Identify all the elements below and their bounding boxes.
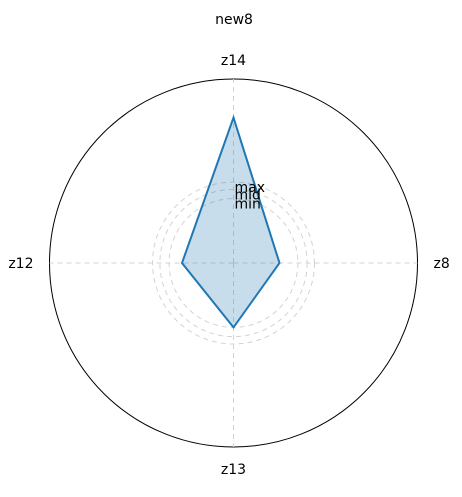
chart-title: new8 bbox=[215, 12, 253, 28]
axis-label-z13: z13 bbox=[221, 462, 246, 478]
axis-label-z14: z14 bbox=[221, 53, 246, 69]
series-polygon bbox=[182, 118, 280, 328]
axis-label-z8: z8 bbox=[434, 256, 450, 272]
series-layer bbox=[182, 118, 280, 328]
axis-label-z12: z12 bbox=[8, 256, 33, 272]
ring-label-max: max bbox=[235, 180, 266, 196]
